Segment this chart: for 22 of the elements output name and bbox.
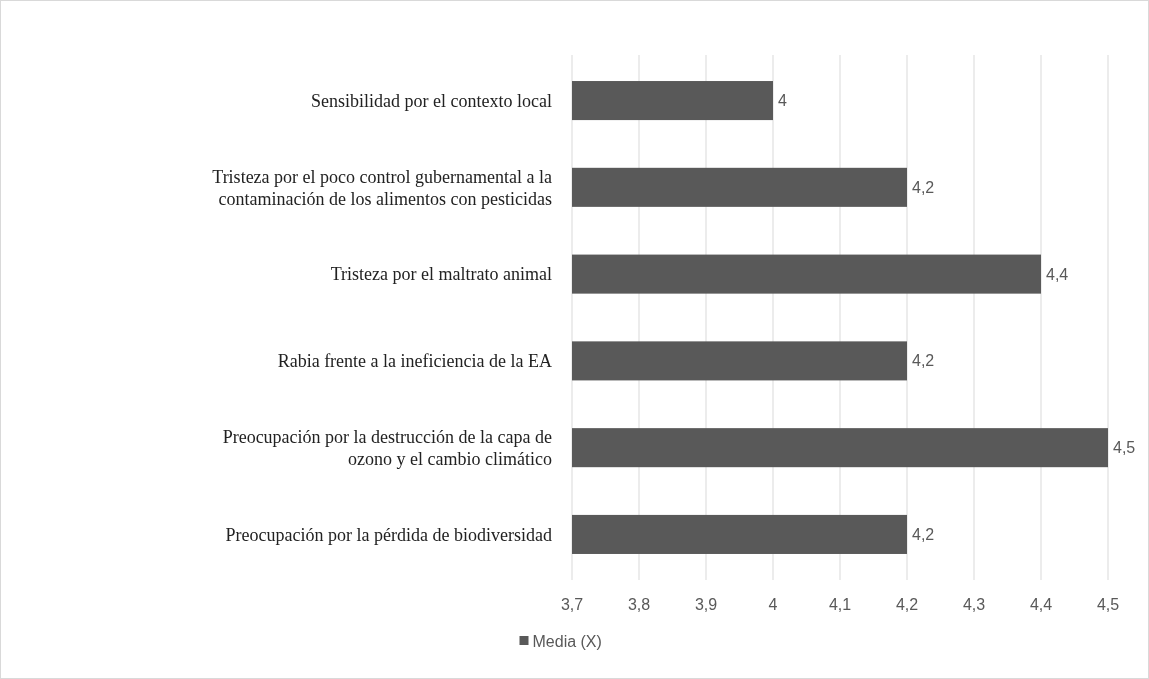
data-label: 4,5 [1113, 439, 1136, 457]
data-label: 4,2 [912, 352, 935, 370]
data-label: 4,4 [1046, 265, 1069, 283]
y-tick-label: Preocupación por la destrucción de la capa de ozono y el cambio climático [222, 426, 552, 469]
y-tick-label: Rabia frente a la ineficiencia de la EA [277, 351, 552, 372]
data-label: 4 [778, 92, 787, 110]
y-tick-label: Preocupación por la pérdida de biodiversidad [225, 524, 552, 545]
x-tick-label: 4 [768, 596, 778, 613]
y-tick-label: Tristeza por el poco control gubernamental a la contaminación de los alimentos con pesticidas [212, 166, 552, 209]
x-tick-label: 4,1 [828, 596, 852, 613]
x-tick-label: 4,3 [962, 596, 986, 613]
legend-label: Media (X) [532, 632, 602, 650]
y-tick-label: Tristeza por el maltrato animal [330, 264, 552, 285]
x-tick-label: 3,9 [694, 596, 718, 613]
x-tick-label: 4,2 [895, 596, 919, 613]
x-tick-label: 4,4 [1029, 596, 1053, 613]
x-tick-label: 4,5 [1096, 596, 1120, 613]
data-label: 4,2 [912, 526, 935, 544]
x-tick-label: 3,8 [627, 596, 651, 613]
x-tick-label: 3,7 [560, 596, 584, 613]
y-tick-label: Sensibilidad por el contexto local [311, 90, 552, 111]
data-label: 4,2 [912, 178, 935, 196]
